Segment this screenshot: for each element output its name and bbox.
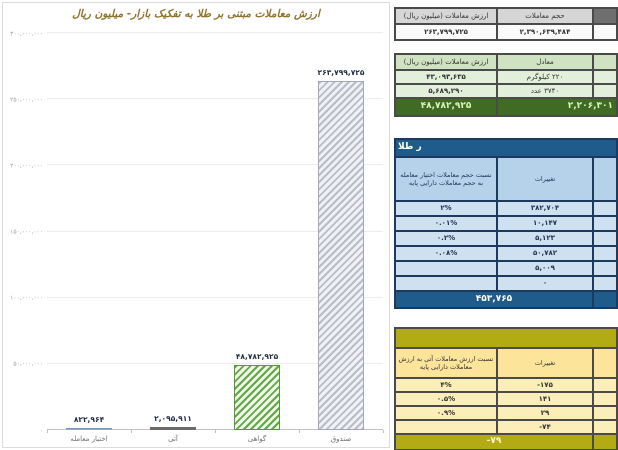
x-axis-tick [131,430,132,433]
gold-equivalent-table: ارزش معاملات (میلیون ریال) معادل ۴۳,۰۹۳,… [394,53,618,117]
table-cell-clipped [593,70,617,84]
gridline [47,296,383,298]
y-axis-tick-label: ۳۰۰,۰۰۰,۰۰۰ [10,30,43,37]
table-cell-clipped [593,378,617,392]
header-cell: نسبت ارزش معاملات آتی به ارزش معاملات دا… [395,348,497,378]
table-cell: ۲۶۳,۷۹۹,۷۲۵ [395,24,497,40]
table-title-bar [395,328,617,348]
table-cell: ۰.۵% [395,392,497,406]
gridline [47,362,383,364]
table-cell: ۰.۰۸% [395,246,497,261]
x-axis-tick [299,430,300,433]
table-cell: -۷۴ [497,420,593,434]
bar-value-label: ۲,۰۹۵,۹۱۱ [154,414,192,424]
table-cell-clipped [593,261,617,276]
bar-value-label: ۸۲۲,۹۶۴ [73,415,105,424]
y-axis-tick-label: ۲۰۰,۰۰۰,۰۰۰ [10,162,43,170]
x-axis-tick [215,430,216,433]
bar-value-label: ۲۶۳,۷۹۹,۷۲۵ [317,67,365,77]
table-cell-clipped [593,231,617,246]
tables-column: ارزش معاملات (میلیون ریال) حجم معاملات ۲… [394,7,618,450]
header-cell: ارزش معاملات (میلیون ریال) [395,54,497,70]
options-ratio-table: ر طلا نسبت حجم معاملات اختیار معامله به … [394,138,618,309]
table-cell: -۱۷۵ [497,378,593,392]
futures-ratio-table: نسبت ارزش معاملات آتی به ارزش معاملات دا… [394,327,618,450]
y-axis-tick-label: ۱۰۰,۰۰۰,۰۰۰ [10,294,43,302]
gridline [47,32,383,33]
table-cell-clipped [593,201,617,216]
y-axis-tick-label: ۱۵۰,۰۰۰,۰۰۰ [10,228,43,236]
bar-futures [150,427,196,430]
bar-value-label: ۴۸,۷۸۲,۹۲۵ [235,352,279,362]
total-cell-clipped [593,434,617,450]
header-cell-clipped [593,157,617,201]
table-cell: ۵۰,۷۸۲ [497,246,593,261]
table-cell-clipped [593,84,617,98]
table-cell: ۴% [395,378,497,392]
table-cell: ۵,۱۲۳ [497,231,593,246]
table-cell-clipped [593,246,617,261]
y-axis-tick-label: ۲۵۰,۰۰۰,۰۰۰ [10,96,43,104]
bar-options [66,428,112,430]
total-cell-clipped [593,291,617,308]
total-cell: ۲,۲۰۶,۳۰۱ [497,98,617,116]
table-cell: ۲% [395,201,497,216]
total-cell: -۷۹ [395,434,593,450]
header-cell: ارزش معاملات (میلیون ریال) [395,8,497,24]
table-cell: ۰.۹% [395,406,497,420]
table-cell: ۱۰,۱۴۷ [497,216,593,231]
table-cell: ۳۸۲,۷۰۴ [497,201,593,216]
x-category-label-options: اختیار معامله [70,435,108,443]
header-cell-clipped [593,348,617,378]
table-cell: ۵,۶۸۹,۲۹۰ [395,84,497,98]
header-cell: تغییرات [497,348,593,378]
table-cell: ۲۲۰ کیلوگرم [497,70,593,84]
y-axis-tick-label: ۵۰,۰۰۰,۰۰۰ [13,360,43,368]
header-cell-clipped [593,54,617,70]
total-cell: ۴۸,۷۸۲,۹۲۵ [395,98,497,116]
table-cell [395,261,497,276]
table-cell-clipped [593,24,617,40]
gridline [47,164,383,166]
table-cell: ۴۳,۰۹۳,۶۳۵ [395,70,497,84]
gridline [47,98,383,100]
table-cell-clipped [593,420,617,434]
gridline [47,230,383,232]
table-cell-clipped [593,406,617,420]
table-cell: ۰.۲% [395,231,497,246]
table-cell [395,276,497,291]
x-axis-line [47,429,383,430]
header-cell: تغییرات [497,157,593,201]
table-cell: ۵,۰۰۹ [497,261,593,276]
bar-certificates [234,365,280,430]
x-category-label-funds: صندوق [330,435,352,443]
table-cell: ۱۴۱ [497,392,593,406]
table-cell: ۰.۰۱% [395,216,497,231]
table-cell [395,420,497,434]
table-cell: ۲۹ [497,406,593,420]
total-cell: ۴۵۳,۷۶۵ [395,291,593,308]
bar-funds [318,80,364,430]
header-cell: نسبت حجم معاملات اختیار معامله به حجم مع… [395,157,497,201]
market-summary-table: ارزش معاملات (میلیون ریال) حجم معاملات ۲… [394,7,618,41]
chart-panel: ارزش معاملات مبتنی بر طلا به تفکیک بازار… [2,2,390,448]
x-axis-tick [47,430,48,433]
header-cell-clipped [593,8,617,24]
table-cell-clipped [593,216,617,231]
plot-area: ۰ ۵۰,۰۰۰,۰۰۰ ۱۰۰,۰۰۰,۰۰۰ ۱۵۰,۰۰۰,۰۰۰ ۲۰۰,۰۰۰… [10,30,384,443]
x-axis-tick [383,430,384,433]
header-cell: حجم معاملات [497,8,593,24]
header-cell: معادل [497,54,593,70]
table-cell: ۲,۳۹۰,۶۳۹,۴۸۴ [497,24,593,40]
table-cell: ۰ [497,276,593,291]
y-axis-tick-label: ۰ [39,427,43,434]
table-cell-clipped [593,392,617,406]
x-category-label-certificates: گواهی [247,435,267,443]
chart-title: ارزش معاملات مبتنی بر طلا به تفکیک بازار… [72,8,320,20]
table-title-bar: ر طلا [395,139,617,157]
table-cell: ۳۷۴۰ عدد [497,84,593,98]
table-cell-clipped [593,276,617,291]
x-category-label-futures: آتی [168,435,178,443]
